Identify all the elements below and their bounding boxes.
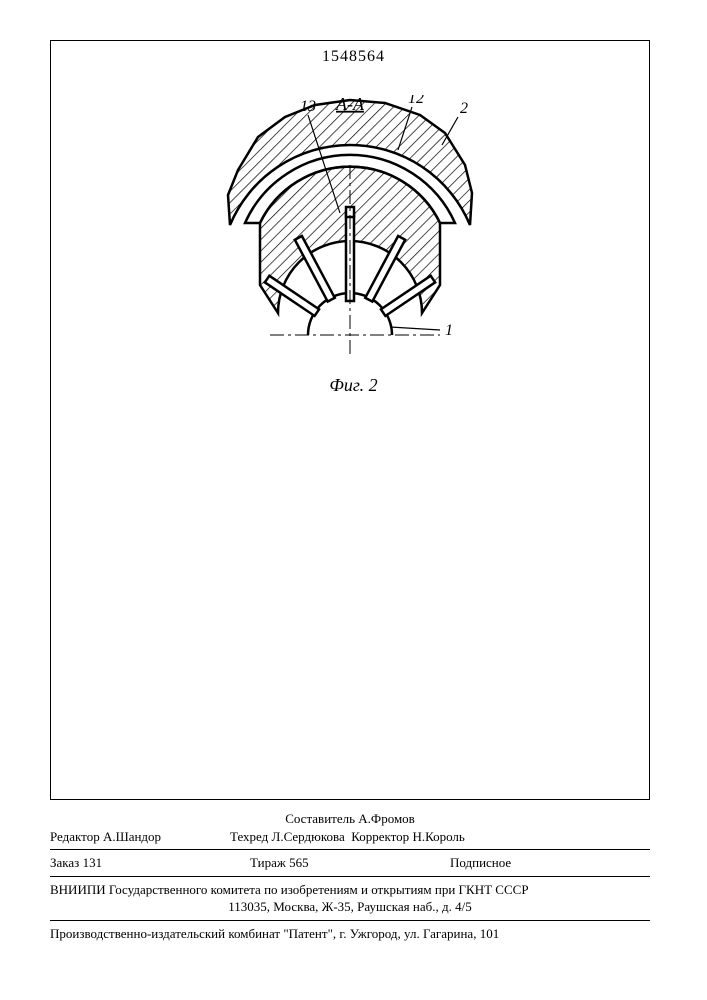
callout-12: 12 [408, 95, 424, 107]
patent-number: 1548564 [0, 48, 707, 66]
footer-rule-1 [50, 849, 650, 850]
callout-2: 2 [460, 100, 468, 117]
org-patent: Производственно-издательский комбинат "П… [50, 925, 650, 943]
tirazh-label: Тираж [250, 855, 286, 870]
imprint-footer: Составитель А.Фромов Редактор А.Шандор Т… [50, 810, 650, 942]
corrector-name: Н.Король [412, 829, 464, 844]
tehred-name: Л.Сердюкова [272, 829, 345, 844]
tehred-label: Техред [230, 829, 268, 844]
footer-rule-2 [50, 876, 650, 877]
corrector-label: Корректор [351, 829, 409, 844]
subscription: Подписное [450, 854, 650, 872]
leader-1 [390, 327, 440, 330]
compiler-name: А.Фромов [358, 811, 415, 826]
org-vniipi: ВНИИПИ Государственного комитета по изоб… [50, 881, 650, 899]
section-label: А-А [335, 95, 365, 114]
tirazh-value: 565 [289, 855, 309, 870]
callout-1: 1 [445, 322, 453, 339]
order-label: Заказ [50, 855, 79, 870]
figure-caption: Фиг. 2 [0, 375, 707, 396]
page: 1548564 [0, 0, 707, 1000]
figure-2: А-А 13 12 2 1 [190, 95, 510, 375]
footer-rule-3 [50, 920, 650, 921]
org-vniipi-addr: 113035, Москва, Ж-35, Раушская наб., д. … [50, 898, 650, 916]
editor-label: Редактор [50, 829, 100, 844]
callout-13: 13 [300, 98, 316, 115]
compiler-label: Составитель [285, 811, 355, 826]
order-value: 131 [83, 855, 103, 870]
editor-name: А.Шандор [103, 829, 161, 844]
